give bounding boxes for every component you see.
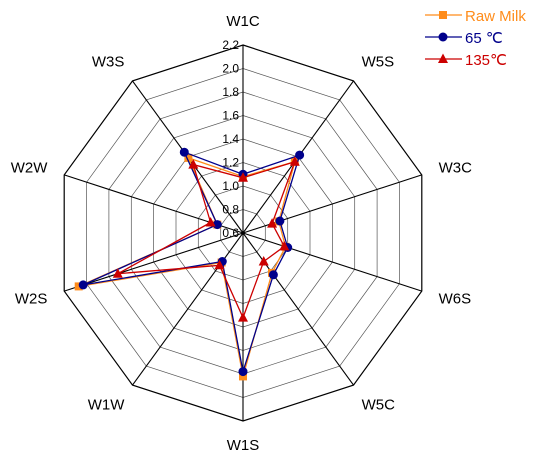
data-point bbox=[179, 147, 189, 157]
tick-label: 1.2 bbox=[222, 156, 239, 170]
axis-label-w3s: W3S bbox=[92, 54, 125, 71]
data-point bbox=[275, 216, 285, 226]
axis-line bbox=[242, 232, 422, 292]
axis-label-w2w: W2W bbox=[11, 160, 49, 177]
tick-label: 1.8 bbox=[222, 85, 239, 99]
data-point bbox=[205, 217, 216, 227]
axis-line bbox=[242, 232, 354, 386]
data-point bbox=[78, 280, 88, 290]
data-point bbox=[238, 172, 248, 182]
series bbox=[74, 147, 305, 381]
axis-label-w5s: W5S bbox=[362, 54, 395, 71]
axis-line bbox=[64, 232, 244, 292]
data-point bbox=[74, 282, 83, 291]
axis-label-w1w: W1W bbox=[88, 397, 126, 414]
tick-label: 0.6 bbox=[222, 226, 239, 240]
data-point bbox=[439, 11, 447, 19]
data-point bbox=[239, 372, 247, 381]
legend-label: Raw Milk bbox=[465, 8, 526, 25]
series bbox=[112, 156, 300, 322]
series-line bbox=[82, 151, 301, 372]
data-point bbox=[289, 156, 300, 166]
tick-label: 2.0 bbox=[222, 62, 239, 76]
legend: Raw Milk 65 ℃ 135℃ bbox=[425, 8, 526, 69]
tick-label: 0.8 bbox=[222, 203, 239, 217]
axis-label-w3c: W3C bbox=[439, 160, 473, 177]
data-point bbox=[258, 256, 269, 266]
tick-labels: 0.6 0.8 1.0 1.2 1.4 1.6 1.8 2.0 2.2 bbox=[222, 38, 239, 240]
data-point bbox=[279, 240, 290, 251]
data-point bbox=[238, 312, 248, 322]
axis-labels: W1C W5S W3C W6S W5C W1S W1W W2S W2W W3S bbox=[11, 13, 472, 454]
axis-label-w1s: W1S bbox=[227, 437, 260, 454]
data-point bbox=[438, 53, 448, 63]
legend-label: 135℃ bbox=[465, 52, 507, 69]
tick-label: 2.2 bbox=[222, 38, 239, 52]
data-point bbox=[212, 220, 222, 230]
axis-label-w5c: W5C bbox=[362, 397, 396, 414]
tick-label: 1.6 bbox=[222, 109, 239, 123]
data-point bbox=[438, 32, 448, 42]
data-point bbox=[295, 150, 305, 160]
data-point bbox=[267, 218, 278, 228]
tick-label: 1.0 bbox=[222, 179, 239, 193]
axis-label-w2s: W2S bbox=[15, 291, 48, 308]
axis-label-w6s: W6S bbox=[439, 291, 472, 308]
tick-label: 1.4 bbox=[222, 132, 239, 146]
data-point bbox=[214, 259, 225, 270]
axis-label-w1c: W1C bbox=[226, 13, 260, 30]
data-point bbox=[268, 270, 278, 280]
data-point bbox=[238, 367, 248, 377]
data-point bbox=[188, 159, 199, 169]
data-point bbox=[184, 153, 193, 162]
legend-label: 65 ℃ bbox=[465, 30, 503, 47]
data-point bbox=[112, 268, 123, 278]
series-line bbox=[117, 160, 296, 320]
